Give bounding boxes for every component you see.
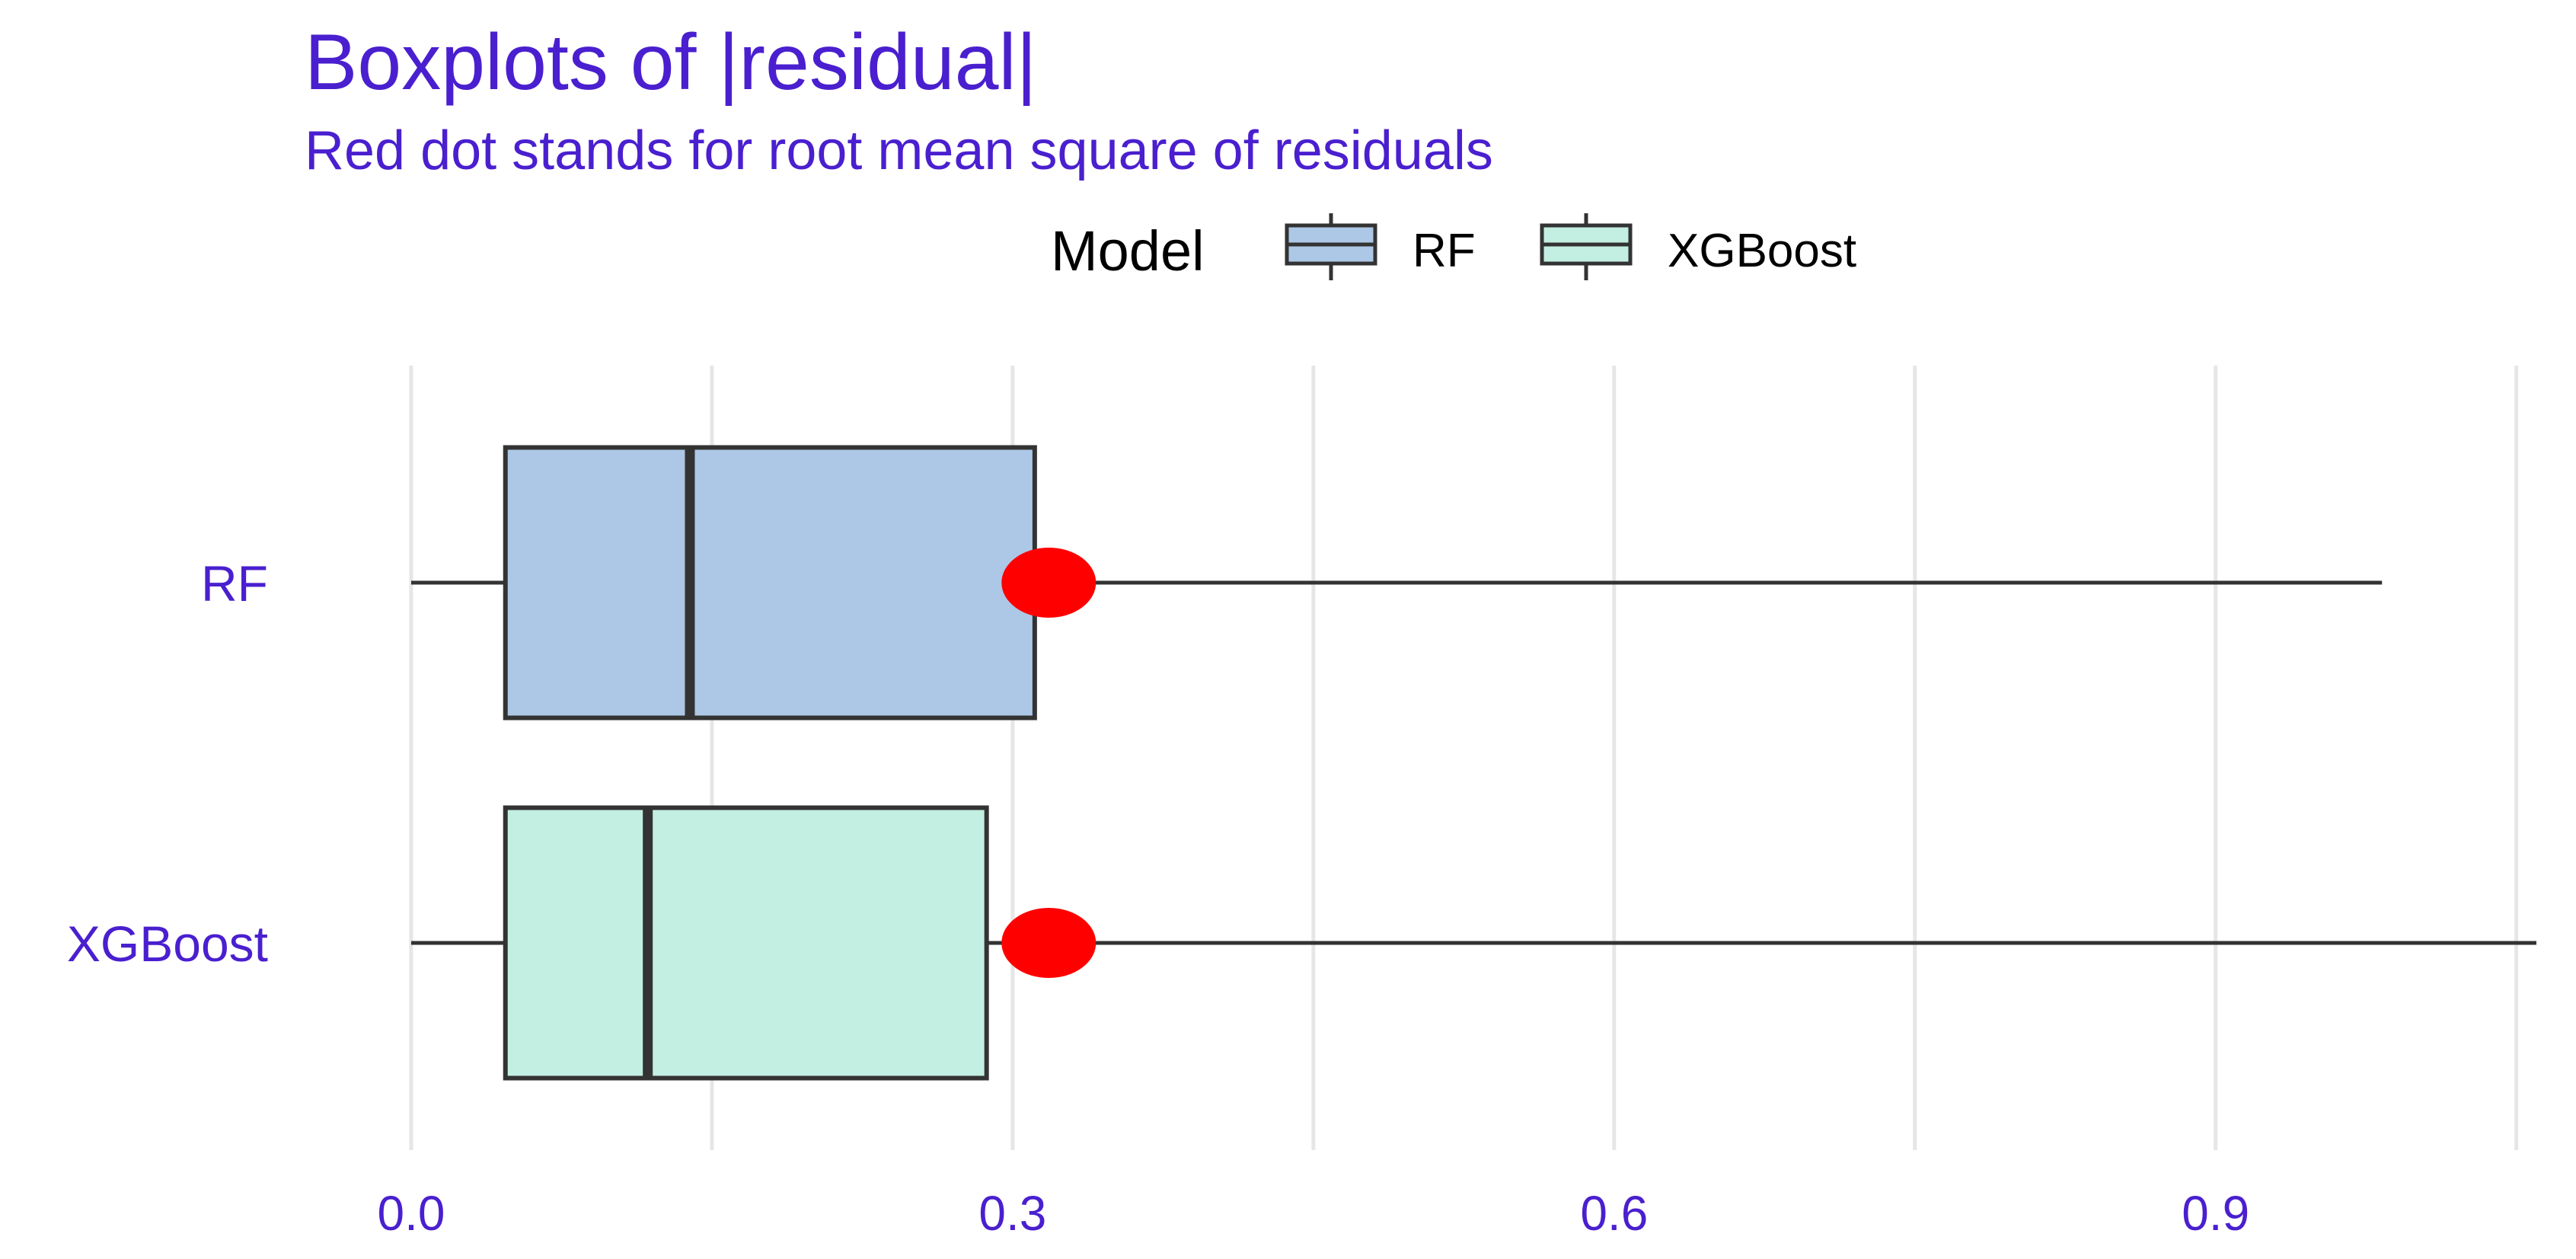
x-axis-labels: 0.0 0.3 0.6 0.9 — [378, 1186, 2250, 1241]
chart-subtitle: Red dot stands for root mean square of r… — [305, 120, 1493, 181]
legend-key-rf: RF — [1285, 213, 1476, 280]
y-tick-label: XGBoost — [67, 915, 268, 972]
box-rf — [411, 445, 2383, 721]
chart-title: Boxplots of |residual| — [305, 18, 1037, 107]
grid-lines — [409, 366, 2519, 1150]
legend-key-xgboost: XGBoost — [1540, 213, 1856, 280]
legend-entry-label: XGBoost — [1668, 225, 1856, 277]
y-axis-labels: RF XGBoost — [67, 555, 268, 972]
box-xgboost — [411, 805, 2536, 1081]
x-tick-label: 0.3 — [978, 1186, 1046, 1241]
x-tick-label: 0.9 — [2182, 1186, 2249, 1241]
x-tick-label: 0.6 — [1580, 1186, 1648, 1241]
y-tick-label: RF — [201, 555, 268, 612]
legend-title: Model — [1051, 219, 1205, 283]
rms-dot — [1001, 548, 1096, 618]
iqr-box — [503, 445, 1037, 721]
x-tick-label: 0.0 — [378, 1186, 445, 1241]
rms-dot — [1001, 908, 1096, 978]
box-series — [411, 445, 2536, 1081]
legend-entries: RF XGBoost — [1285, 213, 1856, 280]
legend: Model RF XGBoost — [1051, 213, 1856, 283]
iqr-box — [503, 805, 989, 1081]
legend-entry-label: RF — [1412, 225, 1476, 277]
